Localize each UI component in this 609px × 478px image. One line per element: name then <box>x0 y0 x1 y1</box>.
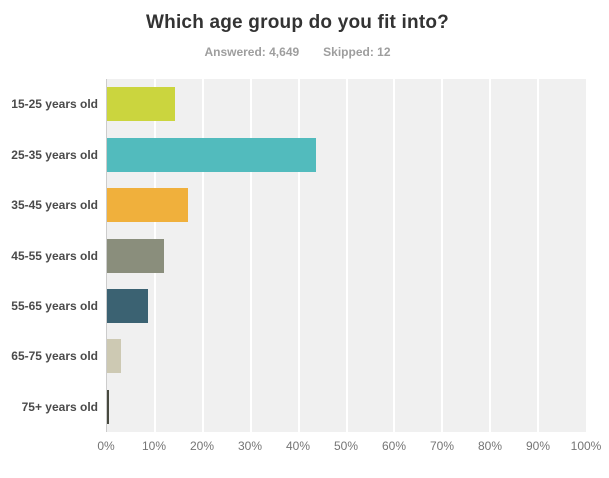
skipped-count: Skipped: 12 <box>323 45 391 59</box>
x-tick-label: 60% <box>381 439 407 453</box>
category-label: 35-45 years old <box>11 198 98 213</box>
category-label: 55-65 years old <box>11 298 98 313</box>
bar-35-45-years-old <box>107 188 189 223</box>
x-tick-label: 10% <box>141 439 167 453</box>
x-tick-label: 40% <box>285 439 311 453</box>
bar-55-65-years-old <box>107 288 149 323</box>
gridline <box>345 79 348 432</box>
category-label: 65-75 years old <box>11 349 98 364</box>
category-label: 45-55 years old <box>11 248 98 263</box>
x-tick-label: 90% <box>525 439 551 453</box>
gridline <box>249 79 252 432</box>
x-tick-label: 100% <box>570 439 602 453</box>
gridline <box>441 79 444 432</box>
x-tick-label: 30% <box>237 439 263 453</box>
x-tick-label: 70% <box>429 439 455 453</box>
gridline <box>201 79 204 432</box>
gridline <box>489 79 492 432</box>
bar-45-55-years-old <box>107 238 164 273</box>
gridline <box>393 79 396 432</box>
x-tick-label: 0% <box>97 439 115 453</box>
chart-title: Which age group do you fit into? <box>146 12 449 33</box>
bar-15-25-years-old <box>107 87 176 122</box>
category-label: 75+ years old <box>21 399 98 414</box>
answered-count: Answered: 4,649 <box>204 45 300 59</box>
x-tick-label: 20% <box>189 439 215 453</box>
gridline <box>297 79 300 432</box>
plot-area <box>106 79 586 432</box>
gridline <box>537 79 540 432</box>
bar-65-75-years-old <box>107 339 121 374</box>
category-labels: 15-25 years old 25-35 years old 35-45 year… <box>0 79 98 432</box>
chart-subtitle: Answered: 4,649 Skipped: 12 <box>0 45 595 59</box>
category-label: 15-25 years old <box>11 97 98 112</box>
bar-75-years-old <box>107 389 109 424</box>
bar-25-35-years-old <box>107 137 316 172</box>
x-tick-label: 80% <box>477 439 503 453</box>
category-label: 25-35 years old <box>11 147 98 162</box>
x-axis: 0% 10% 20% 30% 40% 50% 60% 70% 80% 90% 100% <box>97 439 601 455</box>
x-tick-label: 50% <box>333 439 359 453</box>
